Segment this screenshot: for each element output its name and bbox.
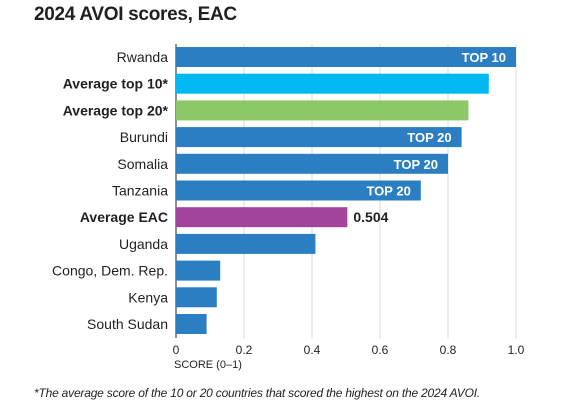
bar — [176, 180, 421, 201]
bars — [176, 47, 516, 334]
category-label: Average EAC — [80, 209, 168, 225]
category-labels: Rwanda Average top 10* Average top 20* Buru… — [52, 49, 168, 332]
bar — [176, 314, 207, 334]
x-tick-label: 0.2 — [236, 343, 253, 357]
chart-title: 2024 AVOI scores, EAC — [34, 4, 237, 25]
x-tick-label: 1.0 — [508, 343, 525, 357]
bar-label: TOP 10 — [462, 50, 506, 65]
category-label: Tanzania — [112, 183, 168, 199]
bar — [176, 100, 469, 121]
category-label: Average top 20* — [63, 102, 169, 118]
bar — [176, 287, 217, 308]
category-label: Rwanda — [117, 49, 169, 65]
bar — [176, 233, 316, 254]
bar-value-label: 0.504 — [353, 209, 388, 225]
x-ticks: 0 0.2 0.4 0.6 0.8 1.0 — [173, 343, 525, 357]
x-tick-label: 0 — [173, 343, 180, 357]
footnote: *The average score of the 10 or 20 count… — [34, 386, 480, 400]
category-label: Kenya — [128, 289, 168, 305]
category-label: Average top 10* — [63, 76, 169, 92]
bar — [176, 260, 221, 281]
bar-label: TOP 20 — [407, 130, 451, 145]
bar — [176, 73, 489, 94]
bar-label: TOP 20 — [366, 184, 410, 199]
category-label: Uganda — [119, 236, 168, 252]
category-label: Burundi — [120, 129, 168, 145]
bar — [176, 127, 462, 148]
bar — [176, 47, 516, 67]
bar-labels: TOP 10 TOP 20 TOP 20 TOP 20 0.504 — [353, 50, 506, 225]
category-label: Congo, Dem. Rep. — [52, 263, 168, 279]
x-axis-label: SCORE (0–1) — [174, 359, 242, 371]
category-label: South Sudan — [87, 316, 168, 332]
bar-label: TOP 20 — [394, 157, 438, 172]
bar — [176, 207, 348, 228]
category-label: Somalia — [117, 156, 168, 172]
x-tick-label: 0.6 — [372, 343, 389, 357]
bar — [176, 153, 448, 174]
x-tick-label: 0.8 — [440, 343, 457, 357]
x-tick-label: 0.4 — [304, 343, 321, 357]
